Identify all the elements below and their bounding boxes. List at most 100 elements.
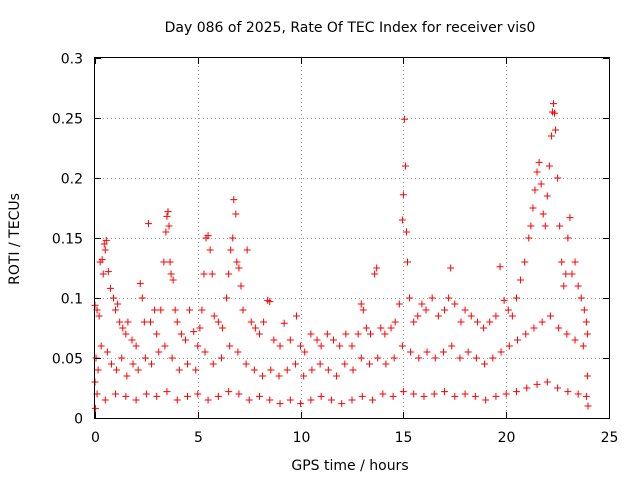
data-point bbox=[140, 318, 148, 326]
data-point bbox=[173, 396, 181, 404]
data-point bbox=[124, 318, 132, 326]
data-point bbox=[441, 388, 449, 396]
data-point bbox=[531, 186, 539, 194]
data-point bbox=[160, 258, 168, 266]
data-point bbox=[173, 318, 181, 326]
data-point bbox=[395, 300, 403, 308]
data-point bbox=[551, 109, 559, 117]
data-point bbox=[200, 270, 208, 278]
data-point bbox=[464, 348, 472, 356]
data-point bbox=[568, 270, 576, 278]
data-point bbox=[223, 294, 231, 302]
data-point bbox=[283, 366, 291, 374]
x-axis-label: GPS time / hours bbox=[291, 458, 408, 474]
data-point bbox=[574, 282, 582, 290]
data-point bbox=[167, 270, 175, 278]
data-point bbox=[549, 100, 557, 108]
data-point bbox=[267, 366, 275, 374]
data-point bbox=[201, 348, 209, 356]
data-point bbox=[545, 162, 553, 170]
data-point bbox=[163, 212, 171, 220]
data-point bbox=[447, 264, 455, 272]
data-point bbox=[407, 348, 415, 356]
data-point bbox=[512, 388, 520, 396]
x-tick-label: 5 bbox=[194, 430, 203, 446]
data-point bbox=[113, 366, 121, 374]
data-point bbox=[297, 400, 305, 408]
data-point bbox=[538, 318, 546, 326]
data-point bbox=[210, 312, 218, 320]
y-tick-label: 0 bbox=[74, 412, 83, 428]
data-point bbox=[367, 330, 375, 338]
y-tick-label: 0.3 bbox=[61, 52, 83, 68]
data-point bbox=[389, 392, 397, 400]
data-point bbox=[418, 300, 426, 308]
data-point bbox=[245, 396, 253, 404]
data-point bbox=[232, 210, 240, 218]
data-point bbox=[91, 404, 99, 412]
data-point bbox=[562, 270, 570, 278]
data-point bbox=[198, 306, 206, 314]
data-point bbox=[153, 330, 161, 338]
data-point bbox=[348, 342, 356, 350]
data-point bbox=[99, 270, 107, 278]
data-point bbox=[204, 232, 212, 240]
data-point bbox=[250, 366, 258, 374]
data-point bbox=[461, 306, 469, 314]
data-point bbox=[148, 360, 156, 368]
data-point bbox=[348, 396, 356, 404]
x-tick-label: 10 bbox=[293, 430, 311, 446]
data-point bbox=[184, 360, 192, 368]
data-point bbox=[554, 174, 562, 182]
data-point bbox=[374, 354, 382, 362]
data-point bbox=[132, 342, 140, 350]
data-point bbox=[164, 208, 172, 216]
data-point bbox=[505, 342, 513, 350]
data-point bbox=[297, 342, 305, 350]
data-point bbox=[539, 210, 547, 218]
data-point bbox=[276, 342, 284, 350]
data-point bbox=[584, 402, 592, 410]
data-point bbox=[341, 360, 349, 368]
data-point bbox=[122, 392, 130, 400]
axis-ticks: 0 5 10 15 20 25 0 0.05 0.1 0.15 0.2 0.25 0.3 bbox=[52, 52, 619, 447]
data-point bbox=[313, 336, 321, 344]
data-point bbox=[547, 132, 555, 140]
data-point bbox=[153, 392, 161, 400]
data-point bbox=[217, 354, 225, 362]
data-point bbox=[533, 168, 541, 176]
data-point bbox=[537, 180, 545, 188]
data-point bbox=[414, 312, 422, 320]
data-point bbox=[369, 396, 377, 404]
data-point bbox=[552, 126, 560, 134]
data-point bbox=[357, 300, 365, 308]
chart-title: Day 086 of 2025, Rate Of TEC Index for r… bbox=[165, 20, 536, 36]
data-point bbox=[94, 366, 102, 374]
data-point bbox=[128, 336, 136, 344]
data-point bbox=[230, 196, 238, 204]
data-point bbox=[155, 348, 163, 356]
y-tick-label: 0.2 bbox=[61, 172, 83, 188]
data-point bbox=[349, 366, 357, 374]
data-point bbox=[114, 300, 122, 308]
data-point bbox=[558, 258, 566, 266]
x-tick-label: 15 bbox=[395, 430, 413, 446]
data-point bbox=[225, 388, 233, 396]
data-point bbox=[100, 240, 108, 248]
data-point bbox=[564, 388, 572, 396]
data-point bbox=[541, 222, 549, 230]
data-point bbox=[204, 396, 212, 404]
data-point bbox=[110, 294, 118, 302]
data-point bbox=[580, 306, 588, 314]
y-tick-label: 0.25 bbox=[52, 112, 83, 128]
data-point bbox=[184, 392, 192, 400]
data-point bbox=[399, 191, 407, 199]
data-point bbox=[434, 312, 442, 320]
data-point bbox=[543, 378, 551, 386]
data-point bbox=[255, 392, 263, 400]
data-point bbox=[489, 354, 497, 362]
data-point bbox=[422, 306, 430, 314]
data-point bbox=[439, 348, 447, 356]
data-point bbox=[316, 360, 324, 368]
